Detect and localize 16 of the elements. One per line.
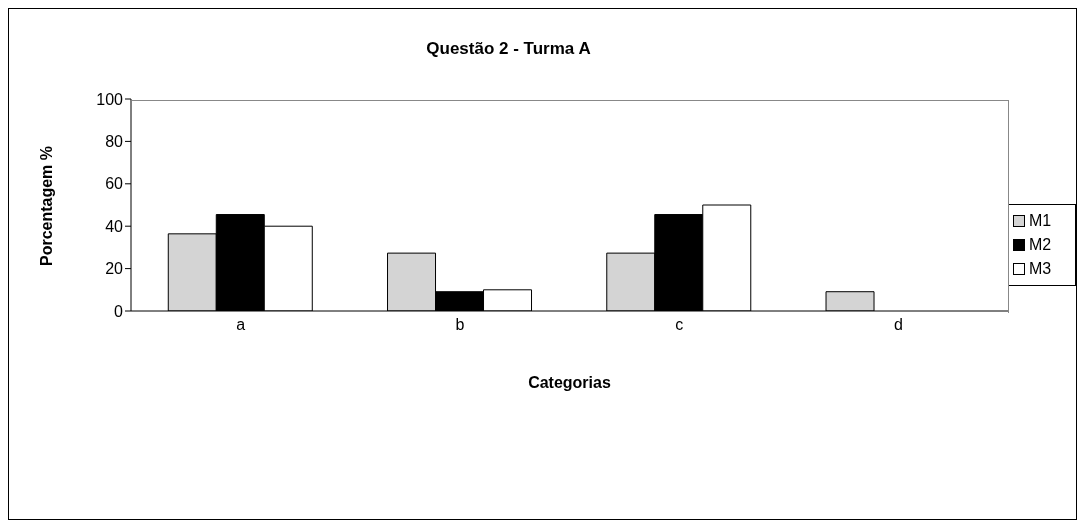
chart-title: Questão 2 - Turma A [425, 39, 592, 59]
legend-label: M1 [1029, 211, 1052, 231]
x-tick-label: b [455, 316, 465, 334]
y-tick-label: 0 [114, 302, 124, 320]
y-axis-title: Porcentagem % [38, 145, 56, 267]
y-tick-label: 40 [105, 217, 124, 235]
x-tick-label: d [893, 316, 903, 334]
y-tick-label: 80 [105, 133, 124, 151]
y-tick-label: 60 [105, 175, 124, 193]
x-tick-label: a [236, 316, 246, 334]
x-axis-title: Categorias [527, 374, 612, 392]
legend-label: M3 [1029, 259, 1052, 279]
x-tick-label: c [675, 316, 684, 334]
y-tick-label: 100 [96, 90, 124, 108]
legend-label: M2 [1029, 235, 1052, 255]
y-tick-label: 20 [105, 260, 124, 278]
